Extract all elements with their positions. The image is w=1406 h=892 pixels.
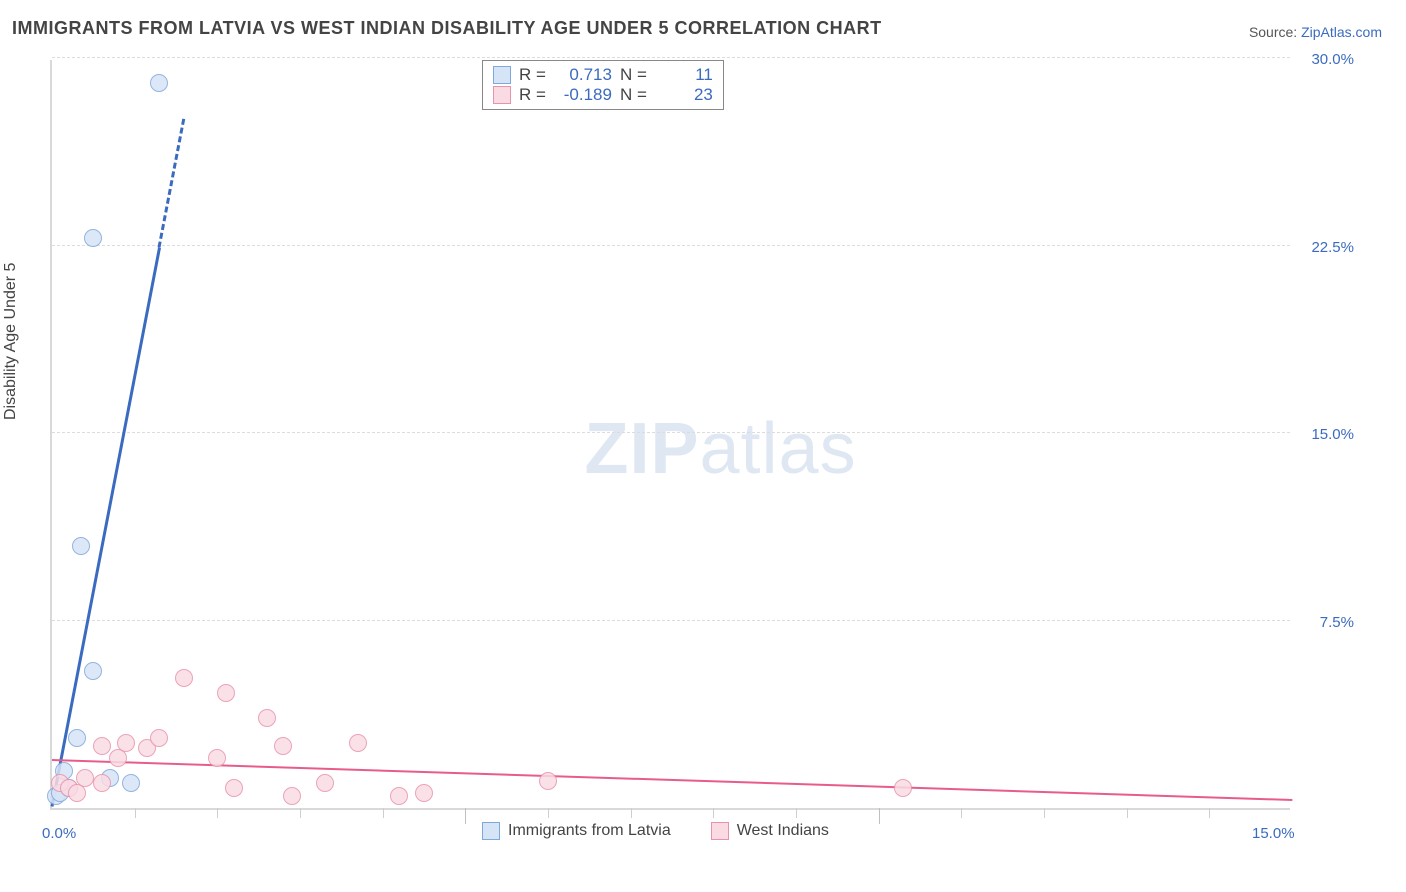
gridline [52,57,1290,58]
x-tick-label: 15.0% [1252,825,1295,842]
trend-line-dashed [158,119,186,248]
x-tick-mark [1127,808,1128,818]
y-tick-label: 22.5% [1311,239,1354,256]
gridline [52,432,1290,433]
swatch-icon [482,822,500,840]
data-point [68,729,86,747]
x-tick-mark [548,808,549,818]
swatch-icon [493,66,511,84]
data-point [258,709,276,727]
data-point [217,684,235,702]
data-point [894,779,912,797]
y-tick-label: 30.0% [1311,51,1354,68]
stats-legend-box: R = 0.713 N = 11 R = -0.189 N = 23 [482,60,724,110]
x-tick-mark [465,808,466,824]
stat-r-value: -0.189 [554,85,612,105]
stats-row: R = 0.713 N = 11 [493,65,713,85]
legend-label: West Indians [737,822,829,840]
data-point [84,662,102,680]
data-point [76,769,94,787]
series-legend: Immigrants from Latvia West Indians [482,822,829,840]
x-tick-mark [1044,808,1045,818]
x-tick-mark [300,808,301,818]
x-tick-mark [796,808,797,818]
y-axis-label: Disability Age Under 5 [2,263,20,420]
swatch-icon [493,86,511,104]
data-point [93,737,111,755]
data-point [72,537,90,555]
data-point [316,774,334,792]
watermark-rest: atlas [699,409,856,489]
source-value: ZipAtlas.com [1301,24,1382,40]
gridline [52,245,1290,246]
watermark-bold: ZIP [584,409,699,489]
gridline [52,620,1290,621]
source-label: Source: [1249,24,1297,40]
data-point [150,74,168,92]
data-point [93,774,111,792]
stat-n-value: 11 [655,65,713,85]
y-tick-label: 7.5% [1320,614,1354,631]
data-point [84,229,102,247]
x-tick-mark [1209,808,1210,818]
source-attribution: Source: ZipAtlas.com [1249,24,1382,40]
data-point [150,729,168,747]
x-tick-mark [383,808,384,818]
data-point [175,669,193,687]
stats-row: R = -0.189 N = 23 [493,85,713,105]
plot-area: ZIPatlas R = 0.713 N = 11 R = -0.189 N =… [50,60,1290,810]
data-point [283,787,301,805]
data-point [415,784,433,802]
stat-n-label: N = [620,65,647,85]
x-tick-label: 0.0% [42,825,76,842]
x-tick-mark [879,808,880,824]
data-point [349,734,367,752]
stat-n-value: 23 [655,85,713,105]
data-point [117,734,135,752]
legend-item: Immigrants from Latvia [482,822,671,840]
x-tick-mark [135,808,136,818]
data-point [122,774,140,792]
data-point [274,737,292,755]
y-tick-label: 15.0% [1311,426,1354,443]
watermark: ZIPatlas [584,408,856,490]
data-point [539,772,557,790]
stat-n-label: N = [620,85,647,105]
data-point [208,749,226,767]
x-tick-mark [961,808,962,818]
swatch-icon [711,822,729,840]
legend-item: West Indians [711,822,829,840]
x-tick-mark [713,808,714,818]
chart-container: IMMIGRANTS FROM LATVIA VS WEST INDIAN DI… [0,0,1406,892]
stat-r-value: 0.713 [554,65,612,85]
x-tick-mark [217,808,218,818]
x-tick-mark [631,808,632,818]
chart-title: IMMIGRANTS FROM LATVIA VS WEST INDIAN DI… [12,18,882,39]
data-point [225,779,243,797]
trend-line [51,248,161,807]
stat-r-label: R = [519,85,546,105]
data-point [390,787,408,805]
stat-r-label: R = [519,65,546,85]
legend-label: Immigrants from Latvia [508,822,671,840]
